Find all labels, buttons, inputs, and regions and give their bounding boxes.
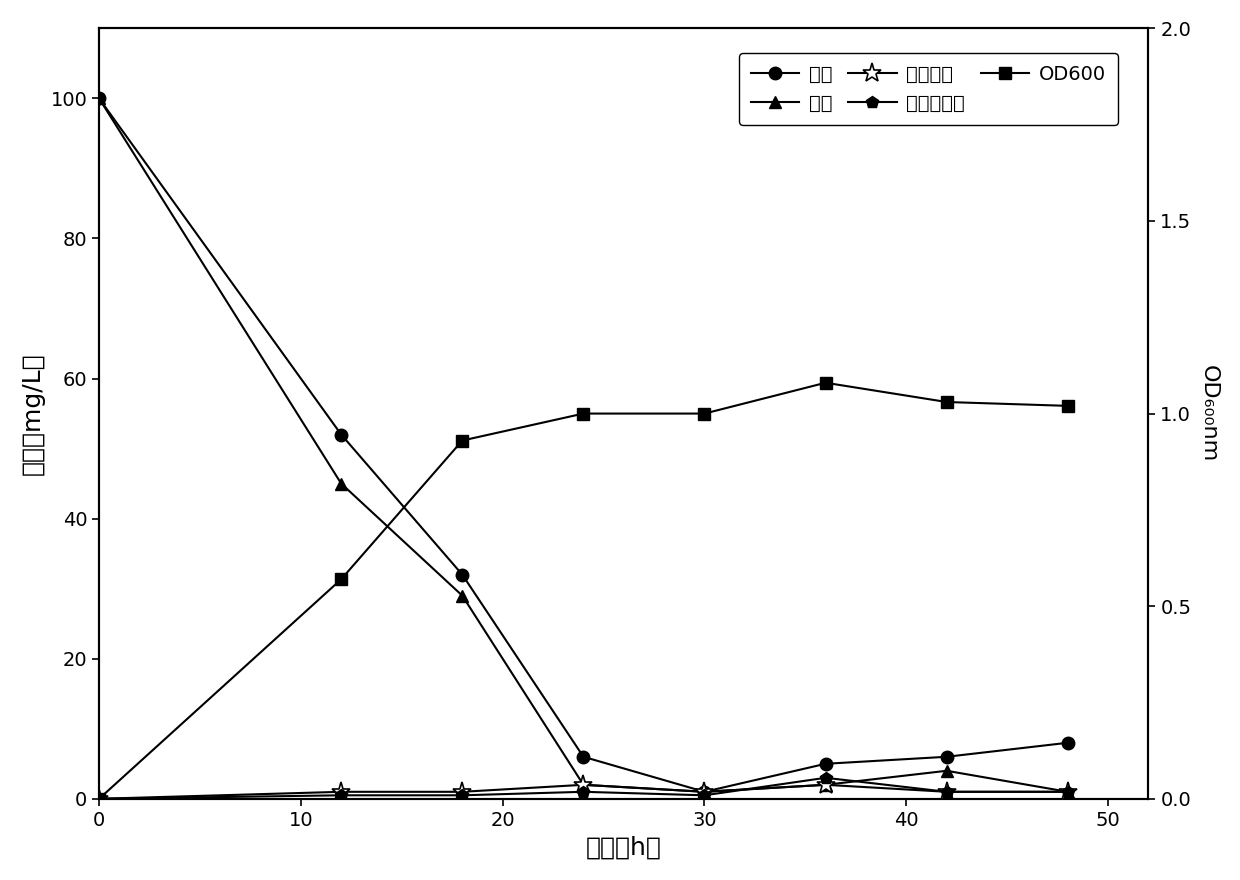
Y-axis label: OD₆₀₀nm: OD₆₀₀nm — [1199, 365, 1219, 462]
Legend: 总氮, 氨氮, 硭酸盐氮, 亚硭酸盐氮, OD600: 总氮, 氨氮, 硭酸盐氮, 亚硭酸盐氮, OD600 — [739, 54, 1117, 125]
Y-axis label: 含量（mg/L）: 含量（mg/L） — [21, 352, 45, 475]
X-axis label: 时段（h）: 时段（h） — [585, 835, 662, 859]
